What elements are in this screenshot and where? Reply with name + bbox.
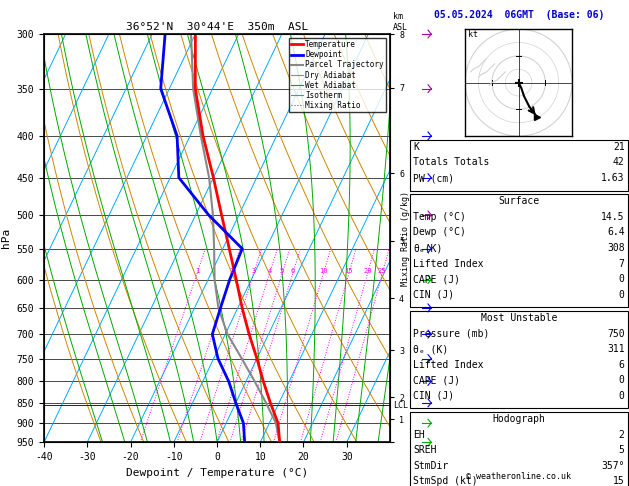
Text: 15: 15 [613, 476, 625, 486]
Text: km
ASL: km ASL [393, 12, 408, 32]
Text: 5: 5 [619, 445, 625, 455]
Title: 36°52'N  30°44'E  350m  ASL: 36°52'N 30°44'E 350m ASL [126, 22, 308, 32]
X-axis label: Dewpoint / Temperature (°C): Dewpoint / Temperature (°C) [126, 468, 308, 478]
Text: Lifted Index: Lifted Index [413, 360, 484, 370]
Text: θₑ (K): θₑ (K) [413, 344, 448, 354]
Text: SREH: SREH [413, 445, 437, 455]
Text: 1.63: 1.63 [601, 173, 625, 183]
Text: Dewp (°C): Dewp (°C) [413, 227, 466, 238]
Text: 5: 5 [280, 268, 284, 274]
Text: 357°: 357° [601, 461, 625, 471]
Text: CAPE (J): CAPE (J) [413, 274, 460, 284]
Text: 3: 3 [252, 268, 255, 274]
Text: Most Unstable: Most Unstable [481, 313, 557, 323]
Text: 750: 750 [607, 329, 625, 339]
Text: 25: 25 [378, 268, 386, 274]
Text: 10: 10 [319, 268, 328, 274]
Text: 6: 6 [291, 268, 295, 274]
Text: 21: 21 [613, 142, 625, 152]
Text: 6: 6 [619, 360, 625, 370]
Text: K: K [413, 142, 419, 152]
Text: Hodograph: Hodograph [493, 414, 545, 424]
Text: 05.05.2024  06GMT  (Base: 06): 05.05.2024 06GMT (Base: 06) [434, 10, 604, 20]
Text: 1: 1 [195, 268, 199, 274]
Text: 308: 308 [607, 243, 625, 253]
Text: Temp (°C): Temp (°C) [413, 212, 466, 222]
Legend: Temperature, Dewpoint, Parcel Trajectory, Dry Adiabat, Wet Adiabat, Isotherm, Mi: Temperature, Dewpoint, Parcel Trajectory… [289, 38, 386, 112]
Y-axis label: hPa: hPa [1, 228, 11, 248]
Text: 0: 0 [619, 274, 625, 284]
Text: 6.4: 6.4 [607, 227, 625, 238]
Text: θₑ(K): θₑ(K) [413, 243, 443, 253]
Text: 0: 0 [619, 375, 625, 385]
Text: LCL: LCL [392, 400, 408, 410]
Text: 42: 42 [613, 157, 625, 168]
Text: 0: 0 [619, 290, 625, 300]
Text: 15: 15 [345, 268, 353, 274]
Text: Mixing Ratio (g/kg): Mixing Ratio (g/kg) [401, 191, 410, 286]
Text: EH: EH [413, 430, 425, 440]
Text: 7: 7 [619, 259, 625, 269]
Text: CAPE (J): CAPE (J) [413, 375, 460, 385]
Text: PW (cm): PW (cm) [413, 173, 454, 183]
Text: 2: 2 [619, 430, 625, 440]
Text: 4: 4 [267, 268, 272, 274]
Text: Lifted Index: Lifted Index [413, 259, 484, 269]
Text: StmSpd (kt): StmSpd (kt) [413, 476, 478, 486]
Text: StmDir: StmDir [413, 461, 448, 471]
Text: Surface: Surface [498, 196, 540, 207]
Text: Pressure (mb): Pressure (mb) [413, 329, 489, 339]
Text: © weatheronline.co.uk: © weatheronline.co.uk [467, 472, 571, 481]
Text: 2: 2 [230, 268, 234, 274]
Text: CIN (J): CIN (J) [413, 391, 454, 401]
Text: CIN (J): CIN (J) [413, 290, 454, 300]
Text: 20: 20 [363, 268, 372, 274]
Text: kt: kt [468, 30, 478, 39]
Text: 14.5: 14.5 [601, 212, 625, 222]
Text: Totals Totals: Totals Totals [413, 157, 489, 168]
Text: 0: 0 [619, 391, 625, 401]
Text: 311: 311 [607, 344, 625, 354]
